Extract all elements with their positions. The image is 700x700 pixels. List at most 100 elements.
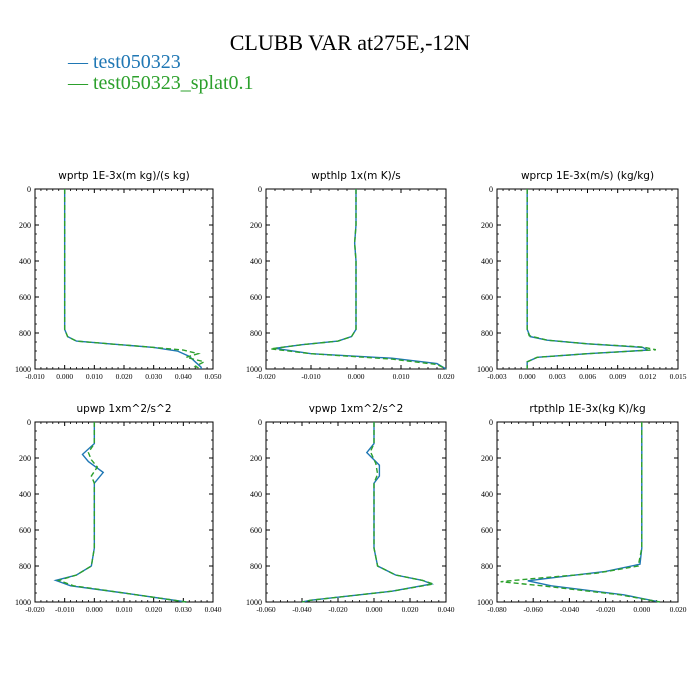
panel-6: rtpthlp 1E-3x(kg K)/kg -0.080 -0.060 -0.040…: [477, 403, 687, 614]
panel-title: vpwp 1xm^2/s^2: [309, 403, 404, 415]
y-tick-label: 1000: [477, 365, 493, 374]
x-tick-label: -0.040: [560, 605, 580, 614]
y-tick-label: 800: [19, 562, 31, 571]
panel-title: upwp 1xm^2/s^2: [77, 403, 172, 415]
x-tick-label: 0.009: [609, 372, 626, 381]
x-tick-label: 0.000: [86, 605, 103, 614]
x-tick-label: 0.020: [402, 605, 419, 614]
y-tick-label: 0: [27, 418, 31, 427]
y-tick-label: 600: [481, 293, 493, 302]
y-tick-label: 1000: [15, 365, 31, 374]
x-tick-label: 0.040: [205, 605, 222, 614]
plot-frame: [34, 188, 214, 370]
x-tick-label: -0.020: [328, 605, 348, 614]
x-tick-label: 0.040: [175, 372, 192, 381]
panel-title: wprtp 1E-3x(m kg)/(s kg): [58, 170, 189, 182]
panel-4: upwp 1xm^2/s^2 -0.020 -0.010 0.000 0.010 0.02…: [15, 403, 222, 614]
y-tick-label: 800: [481, 329, 493, 338]
x-tick-label: 0.030: [175, 605, 192, 614]
plot-frame: [496, 188, 679, 370]
y-tick-label: 0: [489, 418, 493, 427]
y-tick-label: 600: [481, 526, 493, 535]
y-tick-label: 600: [19, 526, 31, 535]
y-tick-label: 400: [481, 490, 493, 499]
y-tick-label: 1000: [246, 365, 262, 374]
x-tick-label: -0.040: [292, 605, 312, 614]
x-tick-label: 0.006: [579, 372, 596, 381]
series-line-2: [56, 422, 187, 603]
series-line-2: [500, 422, 661, 603]
y-tick-label: 200: [250, 221, 262, 230]
y-tick-label: 800: [481, 562, 493, 571]
panel-5: vpwp 1xm^2/s^2 -0.060 -0.040 -0.020 0.000 0.0…: [246, 403, 455, 614]
y-tick-label: 400: [250, 490, 262, 499]
y-tick-label: 400: [19, 257, 31, 266]
x-tick-label: 0.000: [348, 372, 365, 381]
series-line-2: [301, 422, 434, 603]
y-tick-label: 800: [250, 329, 262, 338]
y-tick-label: 1000: [246, 598, 262, 607]
y-tick-label: 600: [250, 526, 262, 535]
series-line-1: [63, 189, 202, 369]
y-tick-label: 200: [481, 454, 493, 463]
y-tick-label: 0: [489, 185, 493, 194]
x-tick-label: 0.015: [670, 372, 687, 381]
y-tick-label: 400: [250, 257, 262, 266]
y-tick-label: 0: [258, 418, 262, 427]
y-tick-label: 800: [19, 329, 31, 338]
y-tick-label: 800: [250, 562, 262, 571]
y-tick-label: 400: [19, 490, 31, 499]
x-tick-label: 0.000: [519, 372, 536, 381]
x-tick-label: 0.000: [366, 605, 383, 614]
series-line-2: [526, 189, 657, 369]
x-tick-label: 0.000: [633, 605, 650, 614]
x-tick-label: -0.060: [524, 605, 544, 614]
x-tick-label: 0.010: [86, 372, 103, 381]
x-tick-label: -0.080: [487, 605, 507, 614]
x-tick-label: -0.020: [596, 605, 616, 614]
legend-entry-1: — test050323: [68, 51, 181, 74]
x-tick-label: 0.012: [639, 372, 656, 381]
x-tick-label: 0.030: [145, 372, 162, 381]
y-tick-label: 400: [481, 257, 493, 266]
x-tick-label: -0.020: [256, 372, 276, 381]
y-tick-label: 200: [19, 454, 31, 463]
legend-line-2: —: [68, 72, 93, 94]
series-line-2: [270, 189, 447, 370]
y-tick-label: 0: [27, 185, 31, 194]
x-tick-label: 0.020: [670, 605, 687, 614]
legend-line-1: —: [68, 51, 93, 73]
legend-label-1: test050323: [93, 51, 181, 73]
series-line-1: [527, 422, 661, 603]
panel-3: wprcp 1E-3x(m/s) (kg/kg) -0.003 0.000 0.003…: [477, 170, 687, 381]
x-tick-label: -0.020: [25, 605, 45, 614]
panel-title: wpthlp 1x(m K)/s: [311, 170, 401, 182]
x-tick-label: 0.040: [438, 605, 455, 614]
plot-frame: [496, 421, 679, 603]
y-tick-label: 1000: [15, 598, 31, 607]
x-tick-label: 0.000: [56, 372, 73, 381]
series-line-1: [301, 422, 435, 603]
y-tick-label: 600: [19, 293, 31, 302]
y-tick-label: 600: [250, 293, 262, 302]
x-tick-label: -0.060: [256, 605, 276, 614]
y-tick-label: 200: [19, 221, 31, 230]
plot-frame: [34, 421, 214, 603]
series-line-1: [526, 189, 651, 369]
panel-2: wpthlp 1x(m K)/s -0.020 -0.010 0.000 0.010 0.…: [246, 170, 455, 381]
x-tick-label: 0.010: [116, 605, 133, 614]
x-tick-label: 0.020: [116, 372, 133, 381]
panel-title: wprcp 1E-3x(m/s) (kg/kg): [521, 170, 654, 182]
x-tick-label: -0.010: [55, 605, 75, 614]
legend-entry-2: — test050323_splat0.1: [68, 72, 254, 95]
legend-label-2: test050323_splat0.1: [93, 72, 254, 94]
y-tick-label: 200: [481, 221, 493, 230]
y-tick-label: 1000: [477, 598, 493, 607]
x-tick-label: -0.010: [301, 372, 321, 381]
panel-title: rtpthlp 1E-3x(kg K)/kg: [529, 403, 645, 415]
x-tick-label: -0.003: [487, 372, 507, 381]
x-tick-label: -0.010: [25, 372, 45, 381]
figure-title: CLUBB VAR at275E,-12N: [229, 30, 471, 55]
x-tick-label: 0.050: [205, 372, 222, 381]
